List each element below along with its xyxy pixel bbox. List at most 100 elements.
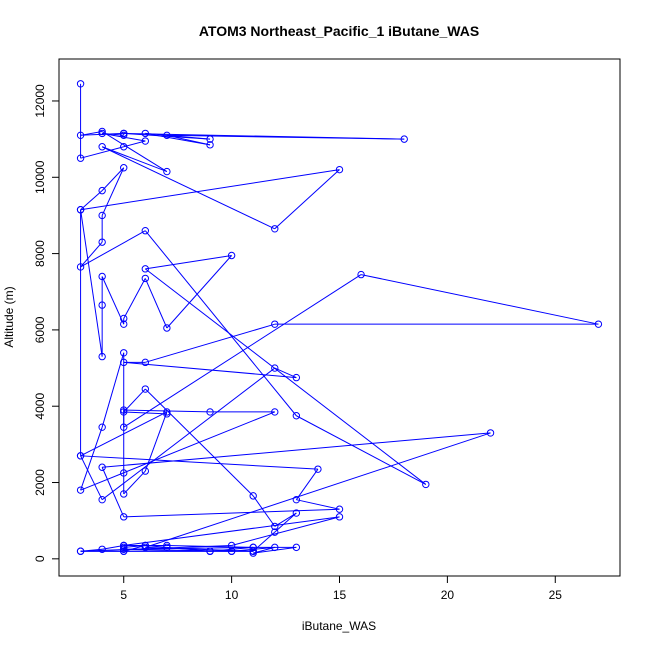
data-point (314, 465, 322, 473)
series-line-segment (80, 455, 318, 470)
series-lines (80, 83, 599, 554)
x-tick-label: 10 (225, 588, 239, 602)
x-axis: 5 10 15 20 25 (120, 575, 563, 602)
series-line-segment (166, 134, 405, 140)
series-line-segment (274, 367, 297, 379)
data-point (271, 408, 279, 416)
series-line-segment (360, 274, 599, 325)
series-line-segment (80, 544, 232, 552)
data-point (98, 143, 106, 151)
data-point (292, 412, 301, 420)
data-point (163, 543, 171, 552)
series-line-segment (80, 230, 146, 268)
data-point (98, 129, 106, 138)
data-point (120, 406, 128, 414)
x-tick-label: 15 (333, 588, 347, 602)
data-point (422, 480, 430, 489)
data-point (98, 495, 106, 504)
data-point (271, 528, 279, 536)
y-axis-label: Altitude (m) (2, 286, 16, 347)
series-line-segment (296, 499, 340, 510)
data-point (271, 364, 279, 372)
data-point (98, 238, 106, 246)
series-line-segment (101, 131, 168, 172)
data-point (141, 543, 150, 552)
series-line-segment (252, 495, 276, 527)
series-line-segment (102, 432, 491, 468)
data-point (206, 547, 214, 555)
series-line-segment (101, 352, 125, 428)
data-point (141, 541, 150, 550)
series-line-segment (102, 132, 146, 142)
data-point (292, 543, 301, 552)
series-line-segment (123, 388, 146, 413)
data-point (120, 131, 128, 140)
y-tick-label: 6000 (33, 316, 47, 343)
series-line-segment (295, 468, 319, 500)
x-tick-label: 20 (441, 588, 455, 602)
data-point (141, 265, 150, 273)
y-tick-label: 12000 (33, 84, 47, 118)
series-line-segment (144, 230, 297, 417)
data-point (141, 385, 150, 393)
data-point (76, 547, 85, 555)
series-line-segment (166, 255, 232, 329)
series-line-segment (123, 470, 146, 495)
data-point (292, 495, 301, 504)
series-line-segment (274, 512, 297, 527)
data-point (249, 492, 257, 500)
series-line-segment (123, 274, 362, 428)
y-tick-label: 10000 (33, 160, 47, 194)
data-point (163, 541, 171, 550)
data-point (76, 206, 85, 214)
data-point (292, 373, 301, 382)
data-point (400, 135, 408, 143)
data-point (292, 509, 301, 517)
data-point (120, 547, 128, 555)
data-point (163, 408, 171, 416)
data-point (120, 358, 128, 367)
series-line-segment (123, 544, 146, 552)
series-line-segment (145, 432, 491, 548)
data-point (271, 522, 279, 531)
data-point (120, 349, 128, 357)
data-point (163, 410, 171, 418)
series-points (76, 80, 603, 557)
series-line-segment (145, 323, 275, 363)
series-line-segment (101, 467, 125, 518)
series-line-segment (123, 140, 146, 148)
data-point (141, 358, 150, 367)
series-line-segment (80, 241, 103, 268)
series-line-segment (274, 169, 340, 230)
x-tick-label: 25 (549, 588, 563, 602)
series-line-segment (123, 508, 340, 518)
data-point (120, 129, 128, 138)
data-point (98, 211, 106, 220)
data-point (120, 320, 128, 328)
data-point (249, 549, 257, 557)
data-point (249, 547, 257, 555)
series-line-segment (123, 278, 146, 319)
data-point (98, 463, 106, 471)
data-point (120, 143, 128, 151)
data-point (120, 490, 128, 498)
data-point (141, 467, 150, 475)
data-point (76, 452, 85, 460)
data-point (141, 129, 150, 138)
data-point (141, 226, 150, 235)
x-axis-label: iButane_WAS (302, 619, 376, 633)
data-point (227, 251, 236, 260)
data-point (120, 513, 128, 521)
series-line-segment (101, 167, 125, 191)
data-point (98, 352, 106, 361)
y-axis: 0 2000 4000 6000 8000 10000 12000 (33, 84, 60, 562)
data-point (120, 543, 128, 552)
data-point (227, 547, 236, 555)
plot-frame (58, 58, 621, 577)
series-line-segment (274, 512, 297, 533)
series-line-segment (101, 276, 125, 325)
data-point (206, 141, 214, 149)
data-point (163, 167, 171, 176)
data-point (120, 541, 128, 550)
